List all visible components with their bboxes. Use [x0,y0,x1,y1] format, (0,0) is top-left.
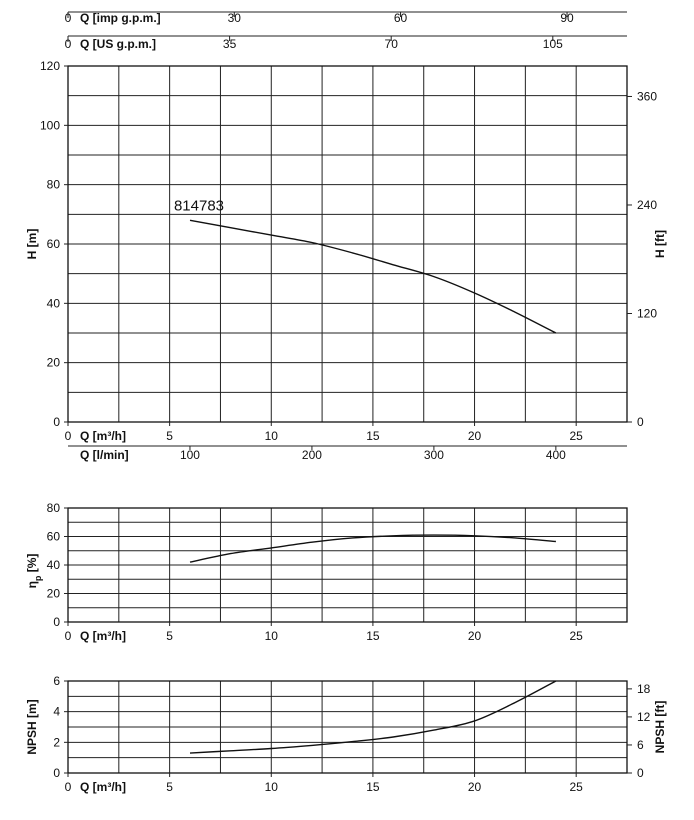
head-top-axis-tick-label: 0 [65,37,72,51]
head-ytick-label: 60 [47,237,61,251]
head-top-axis-label: Q [imp g.p.m.] [80,11,161,25]
head-ytick-right-label: 360 [637,89,657,103]
npsh-xtick-label: 0 [65,780,72,794]
efficiency-ytick-label: 40 [47,558,61,572]
head-xtick-label: 20 [468,429,482,443]
head-ytick-label: 80 [47,178,61,192]
head-xtick-label: 15 [366,429,380,443]
head-top-axis-label: Q [US g.p.m.] [80,37,156,51]
npsh-ytick-right-label: 6 [637,738,644,752]
head-ytick-label: 120 [40,59,60,73]
npsh-ytick-label: 6 [53,674,60,688]
head-top-axis-tick-label: 30 [228,11,242,25]
head-top-axis-tick-label: 60 [394,11,408,25]
efficiency-xtick-label: 5 [166,629,173,643]
head-series-line [189,219,557,334]
efficiency-xtick-label: 15 [366,629,380,643]
npsh-ytick-right-label: 0 [637,766,644,780]
head-yaxis-right-label: H [ft] [653,230,667,258]
npsh-xtick-label: 15 [366,780,380,794]
head-top-axis-tick-label: 35 [223,37,237,51]
efficiency-xtick-label: 0 [65,629,72,643]
efficiency-ytick-label: 60 [47,530,61,544]
head-bottom-axis2-tick-label: 100 [180,448,200,462]
efficiency-ytick-label: 80 [47,501,61,515]
head-xtick-label: 5 [166,429,173,443]
npsh-yaxis-label: NPSH [m] [25,699,39,754]
head-bottom-axis2-tick-label: 400 [546,448,566,462]
head-bottom-axis2-label: Q [l/min] [80,448,129,462]
head-ytick-right-label: 0 [637,415,644,429]
head-xaxis-label: Q [m³/h] [80,429,126,443]
head-top-axis-tick-label: 0 [65,11,72,25]
npsh-xtick-label: 20 [468,780,482,794]
npsh-series-line [189,680,557,754]
head-xtick-label: 25 [570,429,584,443]
npsh-yaxis-right-label: NPSH [ft] [653,701,667,754]
npsh-ytick-right-label: 18 [637,682,651,696]
npsh-ytick-label: 4 [53,705,60,719]
npsh-ytick-label: 2 [53,735,60,749]
efficiency-xtick-label: 25 [570,629,584,643]
head-top-axis-tick-label: 70 [385,37,399,51]
head-xtick-label: 10 [265,429,279,443]
efficiency-ytick-label: 20 [47,587,61,601]
head-ytick-label: 100 [40,118,60,132]
head-bottom-axis2-tick-label: 200 [302,448,322,462]
npsh-xtick-label: 10 [265,780,279,794]
npsh-xtick-label: 5 [166,780,173,794]
head-ytick-label: 40 [47,296,61,310]
head-series-label: 814783 [174,197,224,214]
head-bottom-axis2-tick-label: 300 [424,448,444,462]
head-ytick-label: 20 [47,356,61,370]
head-ytick-label: 0 [53,415,60,429]
efficiency-xtick-label: 10 [265,629,279,643]
head-ytick-right-label: 120 [637,306,657,320]
head-ytick-right-label: 240 [637,198,657,212]
npsh-xtick-label: 25 [570,780,584,794]
head-yaxis-label: H [m] [25,229,39,260]
efficiency-ytick-label: 0 [53,615,60,629]
npsh-ytick-right-label: 12 [637,710,651,724]
head-top-axis-tick-label: 90 [560,11,574,25]
head-xtick-label: 0 [65,429,72,443]
head-top-axis-tick-label: 105 [543,37,563,51]
efficiency-yaxis-label: ηp [%] [25,554,43,589]
efficiency-xtick-label: 20 [468,629,482,643]
npsh-xaxis-label: Q [m³/h] [80,780,126,794]
efficiency-series-line [189,534,556,563]
efficiency-xaxis-label: Q [m³/h] [80,629,126,643]
npsh-plot-frame [67,680,628,774]
npsh-ytick-label: 0 [53,766,60,780]
